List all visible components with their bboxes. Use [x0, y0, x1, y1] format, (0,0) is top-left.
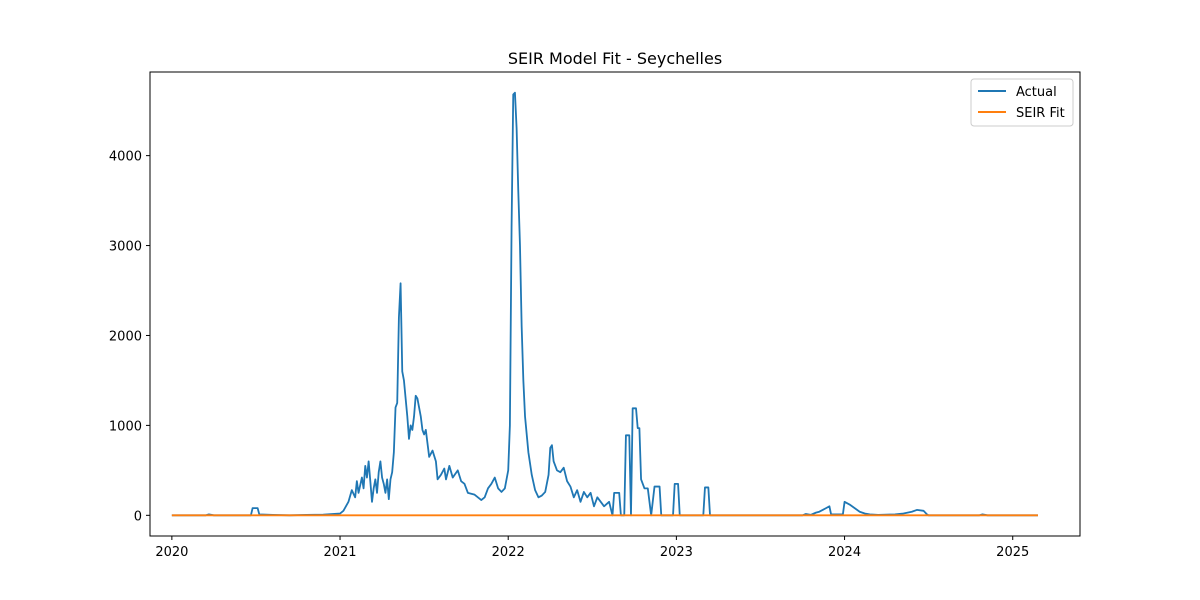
- y-tick-label: 2000: [109, 329, 142, 344]
- y-tick-label: 3000: [109, 240, 142, 255]
- legend-label-actual: Actual: [1016, 85, 1057, 100]
- x-tick-label: 2022: [492, 545, 525, 560]
- legend: Actual SEIR Fit: [970, 78, 1074, 127]
- plot-area: [171, 91, 1038, 517]
- y-axis: 0 1000 2000 3000 4000: [109, 150, 150, 524]
- axes-frame: [149, 71, 1081, 537]
- x-tick-label: 2025: [996, 545, 1029, 560]
- x-tick-label: 2020: [155, 545, 188, 560]
- x-axis: 2020 2021 2022 2023 2024 2025: [155, 536, 1029, 560]
- y-tick-label: 4000: [109, 150, 142, 165]
- x-tick-label: 2024: [828, 545, 861, 560]
- x-tick-label: 2023: [660, 545, 693, 560]
- series-line-actual: [171, 91, 1038, 517]
- y-tick-label: 0: [134, 509, 142, 524]
- chart-title: SEIR Model Fit - Seychelles: [508, 49, 722, 68]
- x-tick-label: 2021: [323, 545, 356, 560]
- y-tick-label: 1000: [109, 419, 142, 434]
- legend-label-seir-fit: SEIR Fit: [1016, 106, 1065, 121]
